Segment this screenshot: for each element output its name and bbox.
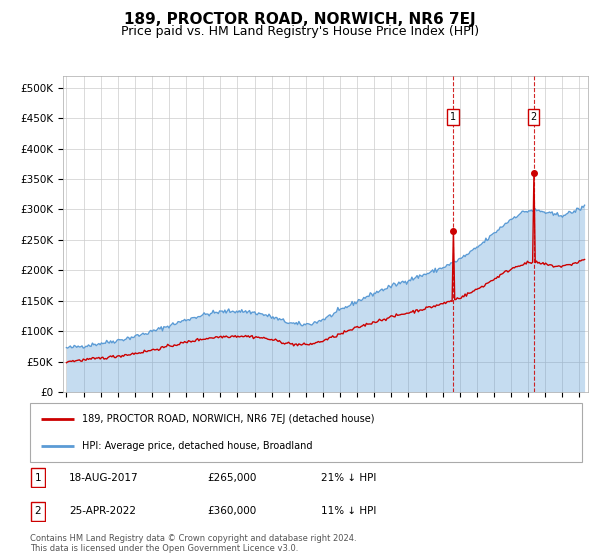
Text: 1: 1 [450,112,457,122]
Text: 25-APR-2022: 25-APR-2022 [69,506,136,516]
Text: 21% ↓ HPI: 21% ↓ HPI [321,473,376,483]
Text: 189, PROCTOR ROAD, NORWICH, NR6 7EJ: 189, PROCTOR ROAD, NORWICH, NR6 7EJ [124,12,476,27]
Text: £265,000: £265,000 [207,473,256,483]
Text: 11% ↓ HPI: 11% ↓ HPI [321,506,376,516]
FancyBboxPatch shape [31,502,45,521]
Text: Price paid vs. HM Land Registry's House Price Index (HPI): Price paid vs. HM Land Registry's House … [121,25,479,38]
Text: 2: 2 [530,112,537,122]
Text: Contains HM Land Registry data © Crown copyright and database right 2024.
This d: Contains HM Land Registry data © Crown c… [30,534,356,553]
Text: £360,000: £360,000 [207,506,256,516]
Text: 189, PROCTOR ROAD, NORWICH, NR6 7EJ (detached house): 189, PROCTOR ROAD, NORWICH, NR6 7EJ (det… [82,414,375,424]
FancyBboxPatch shape [30,403,582,462]
Text: 2: 2 [34,506,41,516]
Text: 1: 1 [34,473,41,483]
Text: 18-AUG-2017: 18-AUG-2017 [69,473,139,483]
Text: HPI: Average price, detached house, Broadland: HPI: Average price, detached house, Broa… [82,441,313,451]
FancyBboxPatch shape [31,468,45,487]
